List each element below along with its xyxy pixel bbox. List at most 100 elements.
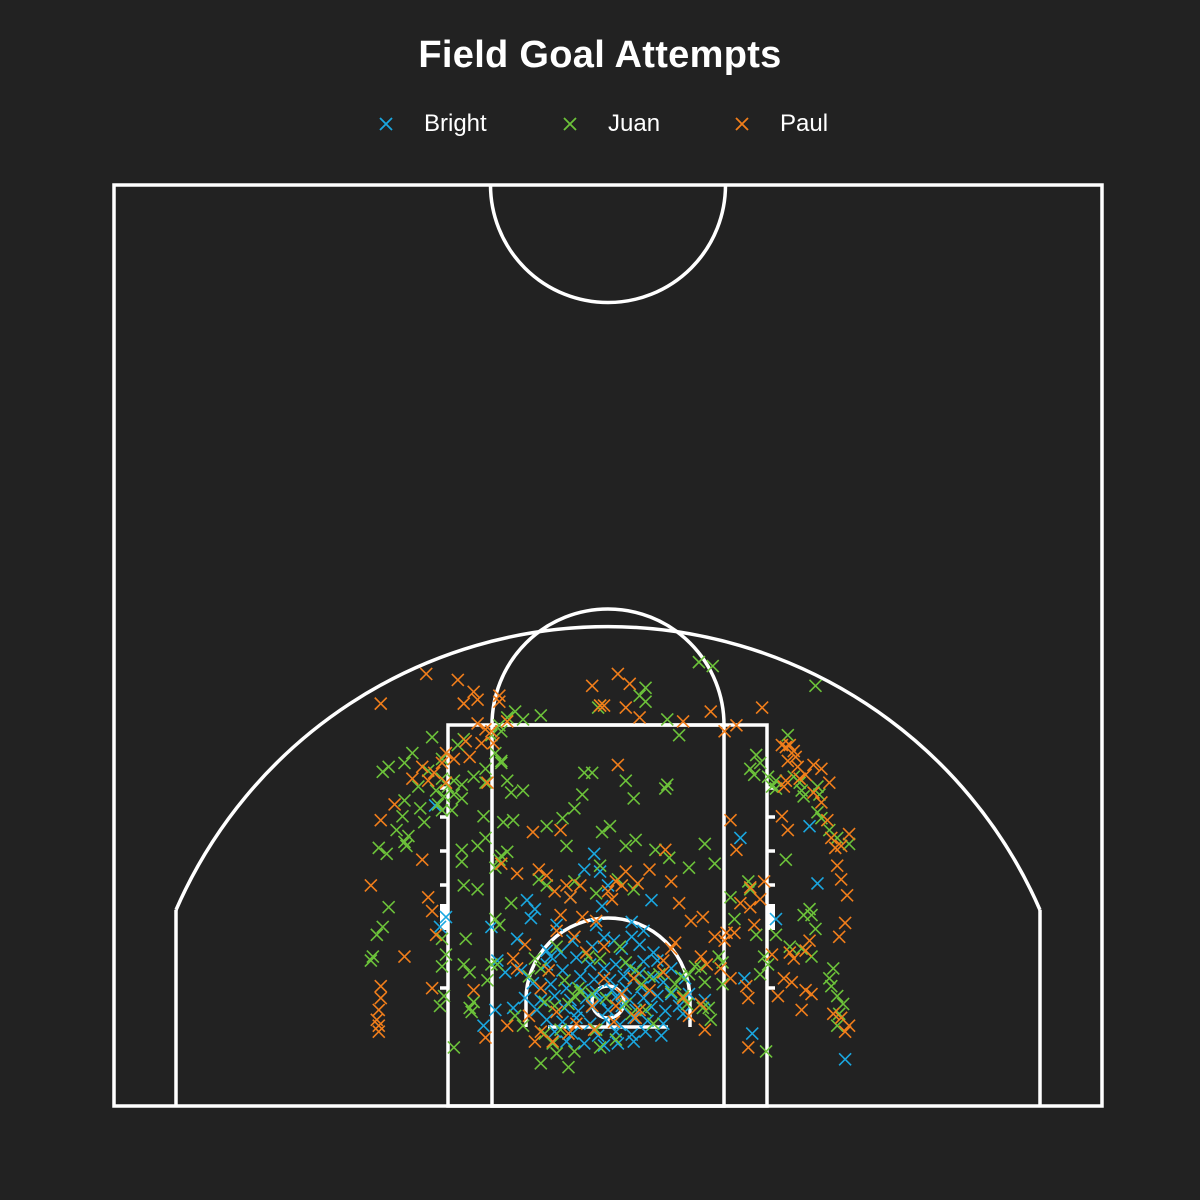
shot-marker-paul xyxy=(612,759,624,771)
shot-marker-bright xyxy=(596,900,608,912)
shot-marker-juan xyxy=(509,1010,521,1022)
shot-marker-paul xyxy=(709,931,721,943)
shot-marker-juan xyxy=(383,901,395,913)
shot-marker-juan xyxy=(576,789,588,801)
shot-marker-juan xyxy=(396,810,408,822)
shot-marker-juan xyxy=(535,1057,547,1069)
shot-marker-paul xyxy=(754,893,766,905)
shot-marker-juan xyxy=(418,816,430,828)
shot-marker-juan xyxy=(780,854,792,866)
shot-marker-juan xyxy=(661,779,673,791)
shot-marker-paul xyxy=(825,832,837,844)
shot-marker-paul xyxy=(365,879,377,891)
shot-marker-paul xyxy=(784,947,796,959)
shot-marker-juan xyxy=(464,1002,476,1014)
shot-marker-juan xyxy=(594,860,606,872)
shot-marker-juan xyxy=(640,682,652,694)
shot-marker-paul xyxy=(468,984,480,996)
shot-marker-paul xyxy=(547,1036,559,1048)
shot-marker-juan xyxy=(754,968,766,980)
shot-marker-juan xyxy=(535,709,547,721)
shot-marker-bright xyxy=(746,1028,758,1040)
shot-marker-juan xyxy=(568,802,580,814)
shot-marker-paul xyxy=(669,937,681,949)
three-point-arc xyxy=(176,627,1040,910)
shot-marker-juan xyxy=(430,785,442,797)
shot-marker-bright xyxy=(804,820,816,832)
shot-marker-bright xyxy=(734,832,746,844)
shot-marker-juan xyxy=(709,858,721,870)
shot-marker-paul xyxy=(555,909,567,921)
shot-marker-paul xyxy=(416,854,428,866)
shot-marker-juan xyxy=(398,757,410,769)
shot-marker-juan xyxy=(748,769,760,781)
shot-marker-paul xyxy=(422,891,434,903)
shot-marker-juan xyxy=(827,962,839,974)
shot-marker-juan xyxy=(472,883,484,895)
shot-marker-juan xyxy=(697,1002,709,1014)
shot-marker-juan xyxy=(398,836,410,848)
shot-marker-juan xyxy=(501,775,513,787)
shot-marker-paul xyxy=(373,1026,385,1038)
shot-marker-paul xyxy=(426,905,438,917)
shot-marker-paul xyxy=(549,885,561,897)
shot-marker-paul xyxy=(612,668,624,680)
shot-marker-paul xyxy=(833,931,845,943)
shot-marker-paul xyxy=(476,737,488,749)
shot-marker-juan xyxy=(809,923,821,935)
shot-marker-bright xyxy=(738,972,750,984)
shot-marker-paul xyxy=(657,955,669,967)
shot-marker-bright xyxy=(545,978,557,990)
shot-marker-paul xyxy=(628,972,640,984)
shot-marker-paul xyxy=(527,826,539,838)
shot-marker-juan xyxy=(833,1008,845,1020)
shot-marker-juan xyxy=(596,826,608,838)
shot-marker-juan xyxy=(517,785,529,797)
shot-marker-juan xyxy=(561,840,573,852)
shot-marker-paul xyxy=(416,761,428,773)
shot-marker-juan xyxy=(568,1045,580,1057)
shot-marker-juan xyxy=(541,879,553,891)
shot-marker-bright xyxy=(578,1037,590,1049)
shot-marker-paul xyxy=(697,911,709,923)
shot-marker-paul xyxy=(839,1026,851,1038)
shot-marker-juan xyxy=(784,941,796,953)
shot-marker-paul xyxy=(742,992,754,1004)
shot-marker-juan xyxy=(400,840,412,852)
shot-marker-paul xyxy=(389,798,401,810)
shot-marker-bright xyxy=(628,1012,640,1024)
shot-marker-bright xyxy=(588,848,600,860)
shot-marker-bright xyxy=(541,1014,553,1026)
shot-marker-juan xyxy=(562,998,574,1010)
shot-marker-paul xyxy=(665,875,677,887)
shot-marker-paul xyxy=(464,751,476,763)
shot-marker-bright xyxy=(561,1036,573,1048)
shot-marker-paul xyxy=(440,747,452,759)
shot-marker-juan xyxy=(559,974,571,986)
shot-marker-bright xyxy=(598,962,610,974)
shot-marker-paul xyxy=(748,919,760,931)
shot-marker-juan xyxy=(620,956,632,968)
shot-marker-juan xyxy=(472,840,484,852)
shot-marker-juan xyxy=(478,810,490,822)
shot-marker-juan xyxy=(693,656,705,668)
shot-marker-juan xyxy=(391,824,403,836)
shot-marker-paul xyxy=(665,943,677,955)
shot-marker-paul xyxy=(426,982,438,994)
court-lines xyxy=(114,185,1102,1106)
shot-marker-juan xyxy=(620,775,632,787)
shot-marker-paul xyxy=(574,879,586,891)
shot-marker-juan xyxy=(479,777,491,789)
shot-marker-bright xyxy=(511,933,523,945)
shot-marker-juan xyxy=(367,951,379,963)
shot-marker-paul xyxy=(420,668,432,680)
shot-marker-paul xyxy=(586,680,598,692)
shot-marker-paul xyxy=(620,866,632,878)
shot-marker-paul xyxy=(815,796,827,808)
shot-marker-paul xyxy=(782,824,794,836)
shot-marker-juan xyxy=(547,1037,559,1049)
shot-marker-paul xyxy=(740,980,752,992)
shot-marker-juan xyxy=(377,921,389,933)
shot-marker-juan xyxy=(468,771,480,783)
